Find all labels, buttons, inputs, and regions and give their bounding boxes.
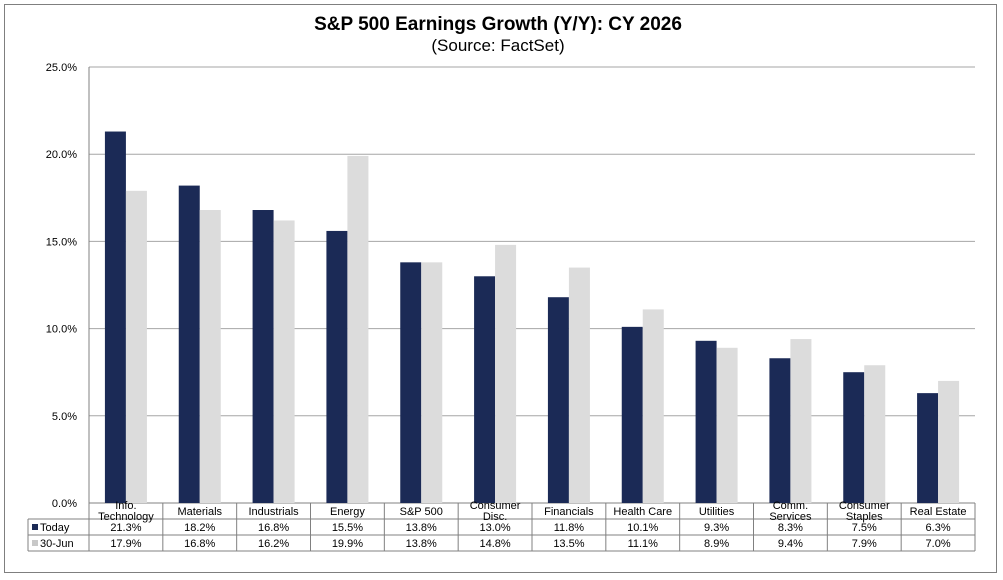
data-label: 17.9% <box>110 538 141 550</box>
y-axis-ticks: 0.0% 5.0% 10.0% 15.0% 20.0% 25.0% <box>46 62 77 510</box>
data-label: 7.5% <box>852 522 877 534</box>
x-tick-label: Real Estate <box>910 506 967 518</box>
bar-30-jun <box>642 309 664 503</box>
bar-30-jun <box>495 244 517 503</box>
bar-today <box>769 358 791 503</box>
x-tick-label: Info. Technology <box>98 500 154 523</box>
x-tick-label: Financials <box>544 506 594 518</box>
bar-today <box>252 210 274 503</box>
chart-subtitle: (Source: FactSet) <box>431 36 564 55</box>
data-label: 11.8% <box>554 522 585 534</box>
data-label: 9.3% <box>704 522 729 534</box>
data-label: 13.0% <box>479 522 510 534</box>
data-label: 13.8% <box>406 538 437 550</box>
bars <box>104 131 960 504</box>
x-tick-label: Utilities <box>699 506 735 518</box>
data-label: 19.9% <box>332 538 363 550</box>
bar-today <box>104 131 126 503</box>
data-label: 10.1% <box>627 522 658 534</box>
y-tick-label: 10.0% <box>46 324 77 336</box>
y-tick-label: 20.0% <box>46 149 77 161</box>
y-tick-label: 5.0% <box>52 411 77 423</box>
gridlines <box>88 66 975 504</box>
legend-label: 30-Jun <box>40 538 74 550</box>
bar-30-jun <box>199 210 221 503</box>
y-tick-label: 25.0% <box>46 62 77 74</box>
bar-30-jun <box>273 220 295 504</box>
x-tick-label: Industrials <box>249 506 300 518</box>
bar-30-jun <box>125 190 147 503</box>
bar-today <box>621 326 643 503</box>
legend-key-30-jun <box>32 540 38 546</box>
data-label: 11.1% <box>628 538 659 550</box>
data-label: 8.3% <box>778 522 803 534</box>
bar-30-jun <box>864 365 886 503</box>
legend-key-today <box>32 524 38 530</box>
data-label: 7.9% <box>852 538 877 550</box>
x-tick-label: Consumer Disc. <box>470 500 521 523</box>
data-label: 6.3% <box>926 522 951 534</box>
data-label: 14.8% <box>479 538 510 550</box>
bar-30-jun <box>568 267 590 503</box>
x-tick-label: Health Care <box>613 506 672 518</box>
x-tick-label: Comm. Services <box>769 500 812 523</box>
data-label: 16.8% <box>184 538 215 550</box>
data-label: 21.3% <box>110 522 141 534</box>
x-tick-label: S&P 500 <box>400 506 443 518</box>
bar-today <box>695 340 717 503</box>
data-label: 16.2% <box>258 538 289 550</box>
bar-today <box>917 393 939 503</box>
data-label: 9.4% <box>778 538 803 550</box>
x-tick-label: Consumer Staples <box>839 500 890 523</box>
bar-today <box>843 372 865 503</box>
data-label: 18.2% <box>184 522 215 534</box>
data-label: 15.5% <box>332 522 363 534</box>
bar-30-jun <box>347 155 369 503</box>
bar-30-jun <box>716 347 738 503</box>
bar-today <box>400 262 422 503</box>
data-table: Info. Technology Materials Industrials Energ… <box>27 500 976 552</box>
bar-30-jun <box>938 380 960 503</box>
data-label: 16.8% <box>258 522 289 534</box>
y-tick-label: 15.0% <box>46 236 77 248</box>
bar-today <box>547 297 569 503</box>
bar-30-jun <box>790 339 812 503</box>
y-tick-label: 0.0% <box>52 498 77 510</box>
data-label: 7.0% <box>926 538 951 550</box>
x-tick-label: Energy <box>330 506 365 518</box>
chart-title: S&P 500 Earnings Growth (Y/Y): CY 2026 <box>314 14 682 35</box>
bar-today <box>326 230 348 503</box>
bar-30-jun <box>421 262 443 503</box>
bar-today <box>178 185 200 504</box>
data-label: 13.5% <box>553 538 584 550</box>
data-label: 13.8% <box>406 522 437 534</box>
data-label: 8.9% <box>704 538 729 550</box>
x-tick-label: Materials <box>177 506 222 518</box>
legend-label: Today <box>40 522 70 534</box>
bar-today <box>474 276 496 503</box>
